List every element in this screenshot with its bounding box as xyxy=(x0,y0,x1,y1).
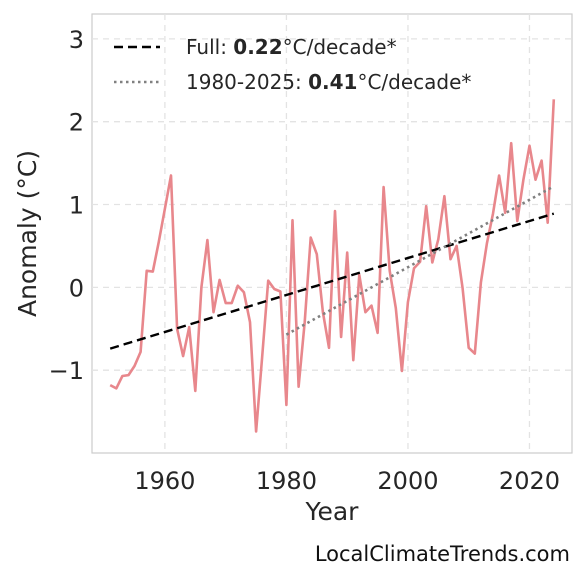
legend-value: 0.41 xyxy=(308,70,357,94)
y-axis-title: Anomaly (°C) xyxy=(13,150,42,317)
x-tick-labels: 1960 1980 2000 2020 xyxy=(134,467,560,495)
y-tick-label: 2 xyxy=(69,109,84,137)
x-tick-label: 2020 xyxy=(499,467,560,495)
x-axis-title: Year xyxy=(305,497,360,526)
legend-prefix: 1980-2025: xyxy=(186,70,308,94)
legend-label-1: 1980-2025: 0.41°C/decade* xyxy=(186,70,471,94)
y-tick-label: 1 xyxy=(69,192,84,220)
y-tick-label: −1 xyxy=(49,357,84,385)
watermark-text: LocalClimateTrends.com xyxy=(315,542,570,566)
x-tick-label: 2000 xyxy=(377,467,438,495)
y-tick-labels: −1 0 1 2 3 xyxy=(49,26,84,385)
legend-suffix: °C/decade* xyxy=(283,35,397,59)
x-tick-label: 1960 xyxy=(134,467,195,495)
legend-suffix: °C/decade* xyxy=(357,70,471,94)
legend-label-0: Full: 0.22°C/decade* xyxy=(186,35,397,59)
series-line-0 xyxy=(109,99,556,433)
legend-prefix: Full: xyxy=(186,35,233,59)
y-tick-label: 3 xyxy=(69,26,84,54)
x-tick-label: 1980 xyxy=(256,467,317,495)
series-line-1 xyxy=(109,212,555,350)
series-layer xyxy=(109,99,556,433)
legend: Full: 0.22°C/decade*1980-2025: 0.41°C/de… xyxy=(114,35,471,94)
legend-value: 0.22 xyxy=(233,35,282,59)
y-tick-label: 0 xyxy=(69,274,84,302)
